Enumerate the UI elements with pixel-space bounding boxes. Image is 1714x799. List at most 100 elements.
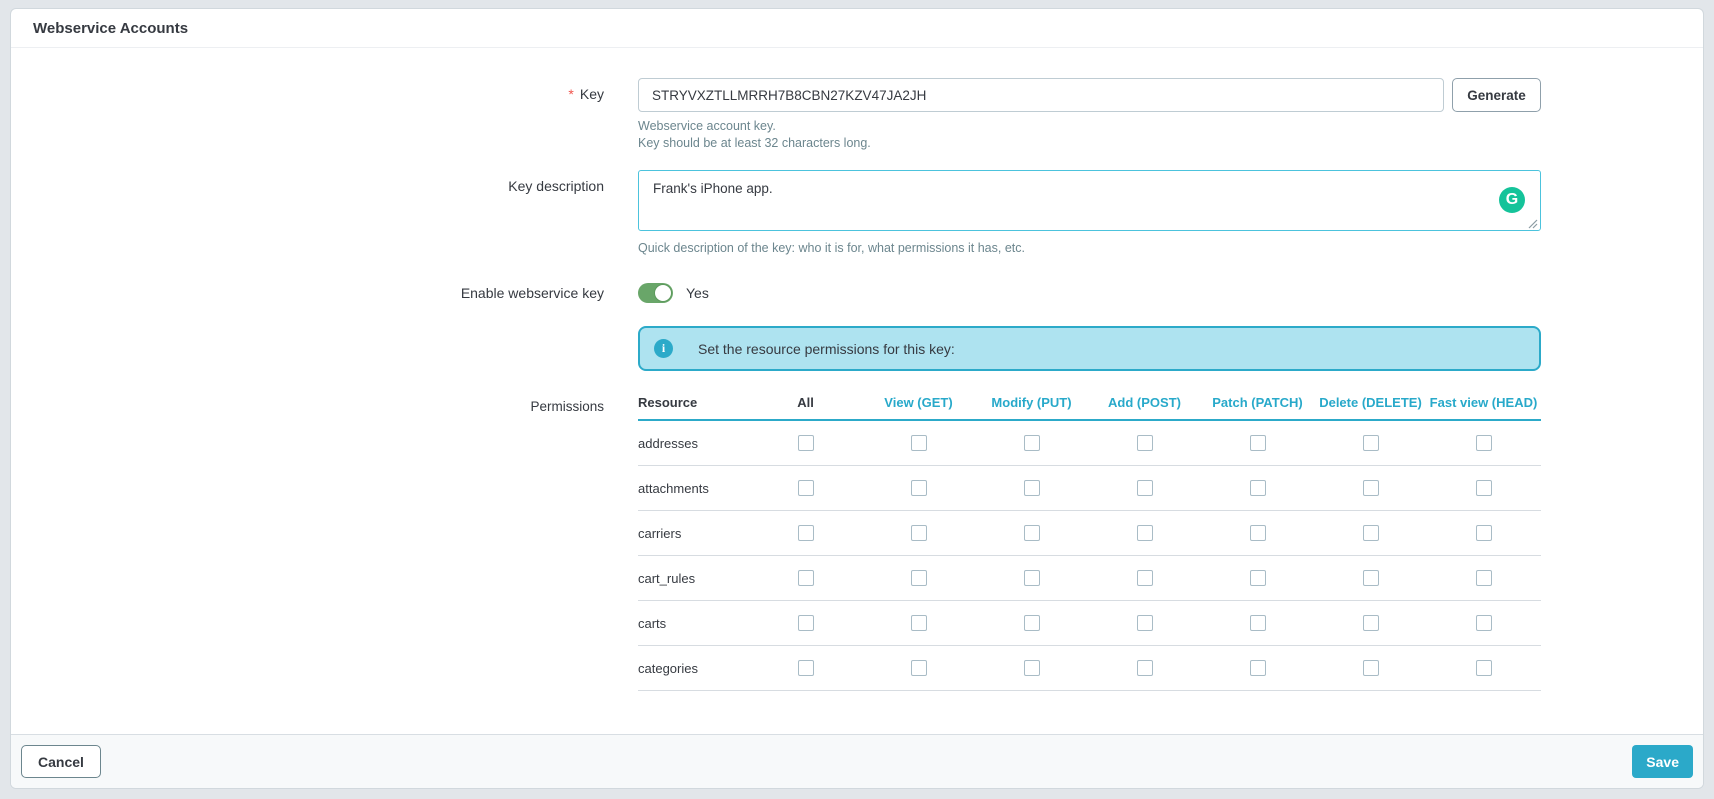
key-label: Key: [579, 86, 604, 102]
permission-checkbox[interactable]: [1249, 570, 1266, 586]
permission-checkbox[interactable]: [1023, 570, 1040, 586]
column-header-patch-patch[interactable]: Patch (PATCH): [1212, 395, 1303, 410]
permission-cell: [1201, 480, 1314, 496]
description-help: Quick description of the key: who it is …: [638, 241, 1025, 255]
permission-checkbox[interactable]: [1249, 480, 1266, 496]
key-label-wrap: * Key: [11, 78, 604, 102]
permission-cell: [1088, 570, 1201, 586]
permission-checkbox[interactable]: [797, 435, 814, 451]
permission-checkbox[interactable]: [910, 570, 927, 586]
toggle-state-label: Yes: [686, 285, 709, 301]
permission-checkbox[interactable]: [1023, 615, 1040, 631]
permission-cell: [975, 615, 1088, 631]
permission-checkbox[interactable]: [1362, 435, 1379, 451]
permission-cell: [862, 615, 975, 631]
description-label: Key description: [508, 178, 604, 194]
cancel-button[interactable]: Cancel: [21, 745, 101, 778]
permission-cell: [1201, 570, 1314, 586]
permission-cell: [1427, 525, 1540, 541]
permission-cell: [1427, 435, 1540, 451]
permission-checkbox[interactable]: [1136, 525, 1153, 541]
permission-checkbox[interactable]: [1475, 525, 1492, 541]
permission-checkbox[interactable]: [797, 615, 814, 631]
permission-checkbox[interactable]: [910, 525, 927, 541]
permission-cell: [1088, 525, 1201, 541]
permission-cell: [862, 570, 975, 586]
permission-checkbox[interactable]: [1249, 615, 1266, 631]
permission-checkbox[interactable]: [1475, 615, 1492, 631]
permission-cell: [975, 480, 1088, 496]
permission-checkbox[interactable]: [797, 480, 814, 496]
page-title: Webservice Accounts: [11, 9, 1703, 48]
permission-checkbox[interactable]: [1249, 525, 1266, 541]
permission-cell: [749, 570, 862, 586]
permission-checkbox[interactable]: [1023, 435, 1040, 451]
permission-checkbox[interactable]: [910, 660, 927, 676]
permission-checkbox[interactable]: [1475, 660, 1492, 676]
column-header-modify-put[interactable]: Modify (PUT): [991, 395, 1072, 410]
permission-checkbox[interactable]: [1362, 660, 1379, 676]
column-header-all[interactable]: All: [797, 395, 814, 410]
table-row: attachments: [638, 466, 1541, 511]
generate-button[interactable]: Generate: [1452, 78, 1541, 112]
resource-name: addresses: [638, 435, 698, 451]
permission-cell: [1088, 615, 1201, 631]
permission-checkbox[interactable]: [1475, 435, 1492, 451]
key-control: Generate Webservice account key. Key sho…: [638, 78, 1541, 152]
key-row: * Key Generate Webservice account key. Ke…: [11, 78, 1703, 152]
permission-checkbox[interactable]: [1249, 435, 1266, 451]
column-header-resource: Resource: [638, 395, 698, 410]
enable-label: Enable webservice key: [460, 285, 604, 301]
column-header-fast-view-head[interactable]: Fast view (HEAD): [1429, 395, 1538, 410]
permissions-table: Resource All View (GET) Modify (PUT) Add…: [638, 395, 1541, 691]
permission-checkbox[interactable]: [1362, 570, 1379, 586]
permission-checkbox[interactable]: [1362, 480, 1379, 496]
alert-row: i Set the resource permissions for this …: [11, 326, 1703, 371]
permission-checkbox[interactable]: [1136, 435, 1153, 451]
permission-cell: [749, 525, 862, 541]
save-button[interactable]: Save: [1632, 745, 1693, 778]
permission-checkbox[interactable]: [1475, 480, 1492, 496]
permission-cell: [1427, 660, 1540, 676]
permission-cell: [1427, 570, 1540, 586]
resource-name: cart_rules: [638, 570, 696, 586]
resource-name: carts: [638, 615, 667, 631]
grammarly-icon[interactable]: G: [1499, 187, 1525, 213]
permission-checkbox[interactable]: [797, 525, 814, 541]
alert-text: Set the resource permissions for this ke…: [698, 340, 955, 357]
permission-cell: [975, 660, 1088, 676]
column-header-view-get[interactable]: View (GET): [884, 395, 953, 410]
column-header-add-post[interactable]: Add (POST): [1108, 395, 1181, 410]
permission-checkbox[interactable]: [1249, 660, 1266, 676]
permission-checkbox[interactable]: [1023, 660, 1040, 676]
permission-checkbox[interactable]: [1136, 615, 1153, 631]
toggle-knob: [654, 284, 672, 302]
permission-checkbox[interactable]: [1136, 480, 1153, 496]
key-input[interactable]: [638, 78, 1444, 112]
permission-checkbox[interactable]: [1023, 480, 1040, 496]
permission-cell: [975, 570, 1088, 586]
permission-cell: [1201, 435, 1314, 451]
permission-checkbox[interactable]: [1475, 570, 1492, 586]
permission-checkbox[interactable]: [1136, 570, 1153, 586]
required-asterisk: *: [568, 86, 574, 102]
permission-checkbox[interactable]: [797, 570, 814, 586]
permission-cell: [862, 435, 975, 451]
permission-checkbox[interactable]: [797, 660, 814, 676]
permissions-table-body: addresses attachments carriers cart_rules ca…: [638, 421, 1541, 691]
permission-checkbox[interactable]: [910, 435, 927, 451]
permission-checkbox[interactable]: [1362, 525, 1379, 541]
enable-toggle[interactable]: [638, 283, 673, 303]
permission-checkbox[interactable]: [1362, 615, 1379, 631]
permission-cell: [1201, 660, 1314, 676]
permission-cell: [749, 480, 862, 496]
description-textarea[interactable]: Frank's iPhone app.: [638, 170, 1541, 231]
permission-checkbox[interactable]: [1023, 525, 1040, 541]
permission-checkbox[interactable]: [910, 615, 927, 631]
column-header-delete-delete[interactable]: Delete (DELETE): [1319, 395, 1422, 410]
permission-checkbox[interactable]: [910, 480, 927, 496]
resource-name: attachments: [638, 480, 709, 496]
footer-toolbar: Cancel Save: [11, 734, 1703, 788]
webservice-account-card: Webservice Accounts * Key Generate Webser…: [10, 8, 1704, 789]
permission-checkbox[interactable]: [1136, 660, 1153, 676]
